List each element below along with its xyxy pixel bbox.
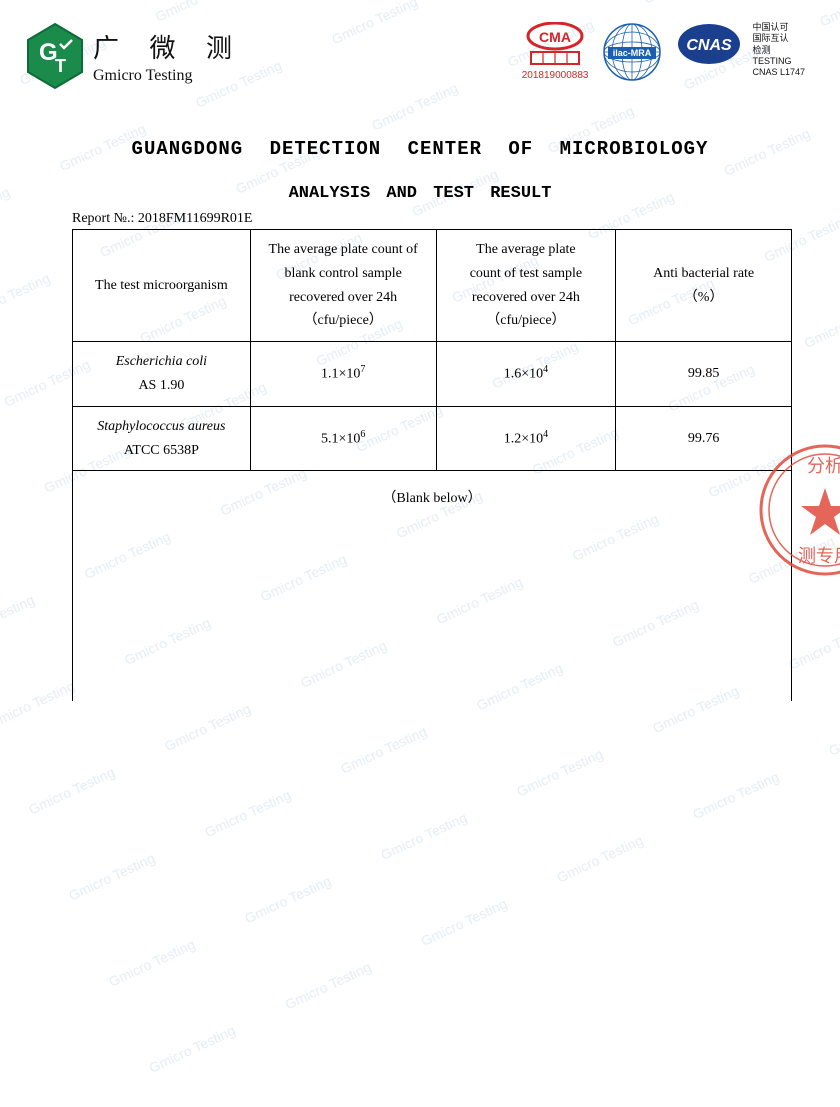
svg-text:分析: 分析 xyxy=(807,456,840,476)
company-logo-block: G T 广 微 测 Gmicro Testing xyxy=(25,22,244,90)
cnas-line1: 中国认可 xyxy=(752,22,805,33)
organism-strain: ATCC 6538P xyxy=(124,443,199,458)
document-header: G T 广 微 测 Gmicro Testing CMA 20181900 xyxy=(0,0,840,100)
cnas-icon: CNAS xyxy=(676,22,742,66)
logo-chinese-text: 广 微 测 xyxy=(93,28,244,65)
table-row: Staphylococcus aureus ATCC 6538P 5.1×106… xyxy=(73,406,792,471)
cell-blank-count: 5.1×106 xyxy=(250,406,436,471)
col-header-test: The average platecount of test samplerec… xyxy=(436,230,616,342)
cnas-line3: 检测 xyxy=(752,45,805,56)
certification-badges: CMA 201819000883 xyxy=(522,22,805,82)
cell-blank-count: 1.1×107 xyxy=(250,342,436,407)
cnas-line4: TESTING xyxy=(752,56,805,67)
results-table: The test microorganism The average plate… xyxy=(72,229,792,701)
svg-text:CMA: CMA xyxy=(539,29,571,45)
logo-english-text: Gmicro Testing xyxy=(93,67,244,85)
svg-text:T: T xyxy=(55,56,66,76)
organism-name: Escherichia coli xyxy=(116,354,207,369)
col-header-rate: Anti bacterial rate（%） xyxy=(616,230,792,342)
cma-badge: CMA 201819000883 xyxy=(522,22,589,81)
hexagon-logo-icon: G T xyxy=(25,22,85,90)
col-header-organism: The test microorganism xyxy=(73,230,251,342)
svg-text:测专用: 测专用 xyxy=(798,546,840,566)
ilac-badge: ilac-MRA xyxy=(598,22,666,82)
cell-organism: Staphylococcus aureus ATCC 6538P xyxy=(73,406,251,471)
organism-strain: AS 1.90 xyxy=(138,378,184,393)
title-main: GUANGDONG DETECTION CENTER OF MICROBIOLO… xyxy=(0,138,840,160)
table-blank-row: （Blank below） xyxy=(73,471,792,701)
report-no-label: Report №.: xyxy=(72,211,134,226)
svg-text:CNAS: CNAS xyxy=(687,37,733,54)
table-header-row: The test microorganism The average plate… xyxy=(73,230,792,342)
cnas-badge: CNAS xyxy=(676,22,742,66)
report-number-line: Report №.: 2018FM11699R01E xyxy=(72,211,840,227)
red-stamp-icon: 分析 测专用 xyxy=(755,440,840,580)
cell-organism: Escherichia coli AS 1.90 xyxy=(73,342,251,407)
cma-number: 201819000883 xyxy=(522,70,589,81)
blank-below-cell: （Blank below） xyxy=(73,471,792,701)
cma-icon: CMA xyxy=(525,22,585,68)
cnas-line2: 国际互认 xyxy=(752,33,805,44)
cell-test-count: 1.6×104 xyxy=(436,342,616,407)
cell-test-count: 1.2×104 xyxy=(436,406,616,471)
report-no-value: 2018FM11699R01E xyxy=(138,211,253,226)
svg-text:ilac-MRA: ilac-MRA xyxy=(613,48,652,58)
table-row: Escherichia coli AS 1.90 1.1×107 1.6×104… xyxy=(73,342,792,407)
ilac-icon: ilac-MRA xyxy=(598,22,666,82)
cell-rate: 99.85 xyxy=(616,342,792,407)
organism-name: Staphylococcus aureus xyxy=(97,419,225,434)
cnas-text-block: 中国认可 国际互认 检测 TESTING CNAS L1747 xyxy=(752,22,805,78)
col-header-blank: The average plate count ofblank control … xyxy=(250,230,436,342)
cnas-line5: CNAS L1747 xyxy=(752,67,805,78)
title-sub: ANALYSIS AND TEST RESULT xyxy=(0,184,840,203)
